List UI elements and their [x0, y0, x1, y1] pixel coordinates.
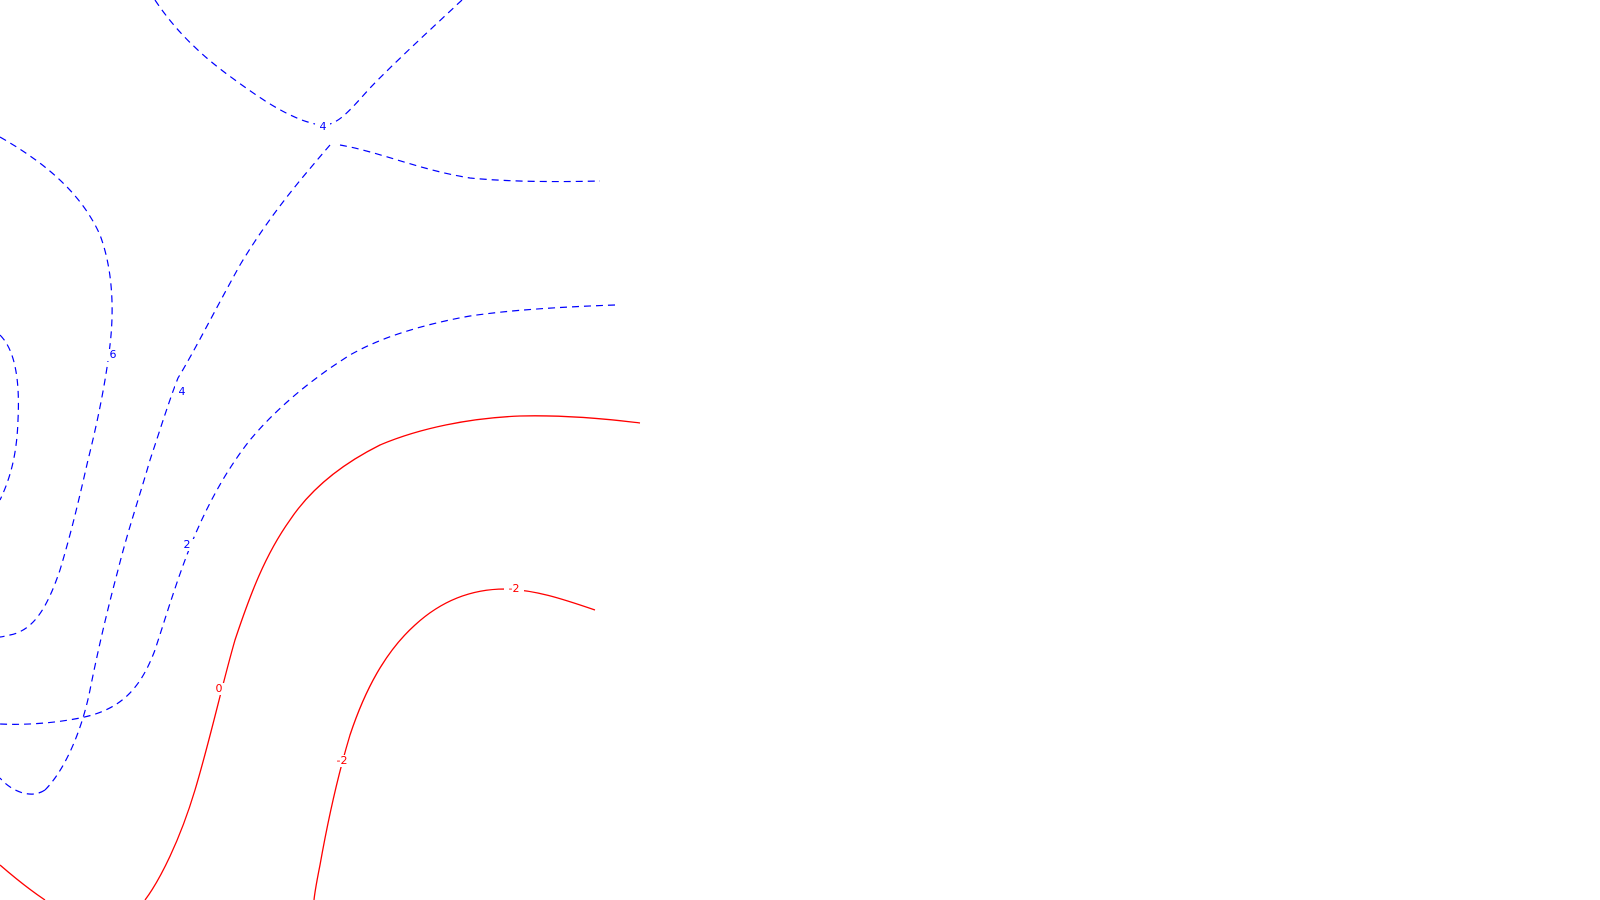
label-bg-4-left [175, 386, 189, 398]
contour-line-4-left-tail [0, 777, 46, 795]
label-bg-neg2-lower [332, 755, 352, 767]
contour-line-4-left [44, 144, 331, 791]
contour-line-4-right [339, 144, 601, 183]
contour-line-4-upper-left [154, 0, 316, 125]
contour-label-neg2-upper: -2 [509, 582, 520, 595]
contour-label-6: 6 [110, 348, 117, 361]
contour-label-4-left: 4 [179, 385, 186, 398]
contour-label-2: 2 [184, 538, 191, 551]
positive-contours [0, 0, 616, 795]
label-bg-6 [106, 349, 120, 361]
contour-label-neg2-lower: -2 [337, 754, 348, 767]
contour-line-0 [144, 415, 641, 900]
contour-line-6-inner [0, 334, 19, 501]
label-bg-0 [212, 683, 226, 695]
label-bg-neg2-upper [504, 583, 524, 595]
contour-labels: 4 6 4 2 0 -2 -2 [106, 120, 524, 767]
contour-label-4-upper: 4 [320, 120, 327, 133]
label-bg-4-upper [316, 120, 330, 132]
contour-label-0: 0 [216, 682, 223, 695]
contour-line-2 [0, 304, 616, 725]
label-bg-2 [180, 539, 194, 551]
contour-line-6 [0, 136, 113, 638]
contour-line-0-corner [0, 864, 46, 900]
